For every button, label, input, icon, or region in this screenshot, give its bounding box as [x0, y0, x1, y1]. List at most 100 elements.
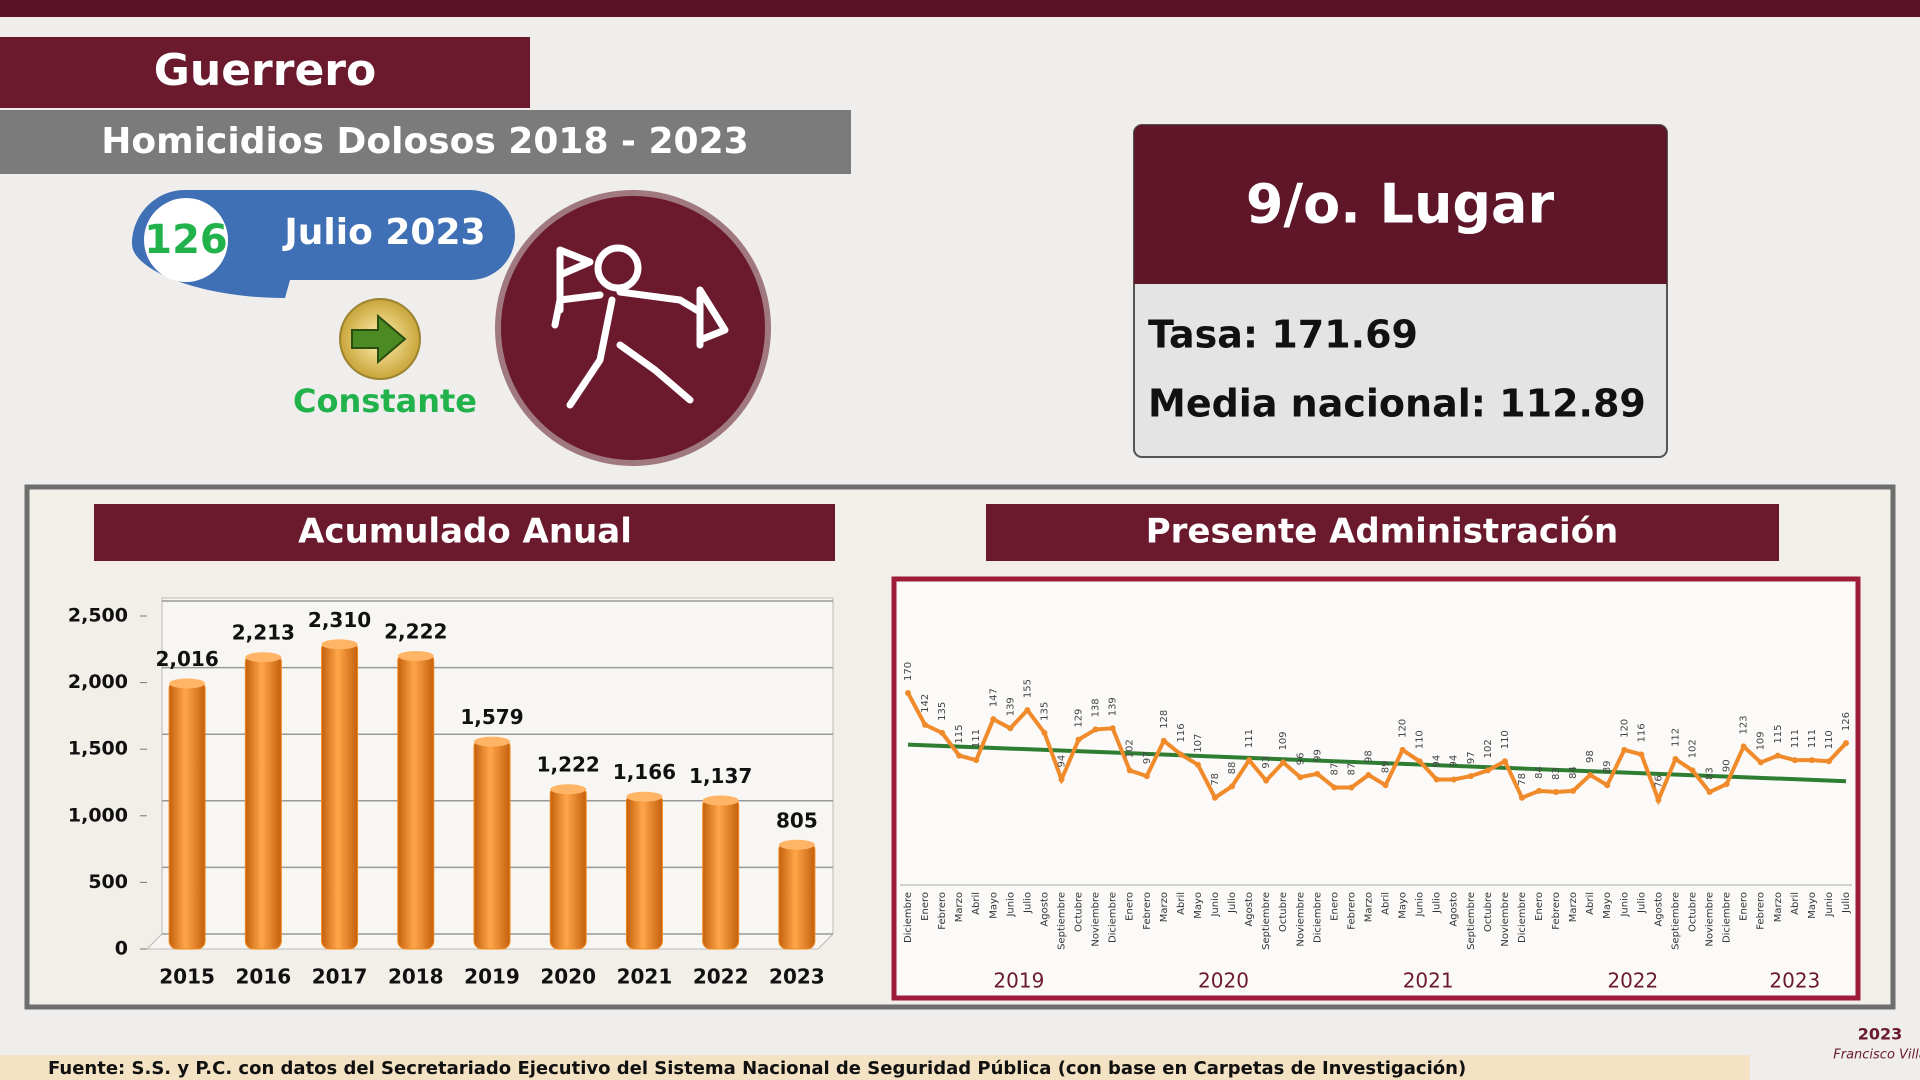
point	[1041, 729, 1048, 736]
value-label: 109	[1756, 731, 1767, 750]
point	[1211, 794, 1218, 801]
point	[1058, 776, 1065, 783]
bar	[702, 797, 740, 950]
logo-name: Francisco Villa	[1833, 1048, 1920, 1063]
crime-icon	[495, 190, 771, 466]
value-label: 1,222	[537, 753, 600, 777]
point	[990, 716, 997, 723]
bar-top	[474, 736, 510, 747]
x-tick-label: Marzo	[954, 892, 965, 922]
x-tick-label: Junio	[1619, 892, 1630, 918]
value-label: 123	[1739, 715, 1750, 734]
x-tick-label: 2017	[312, 965, 368, 989]
point	[1109, 725, 1116, 732]
value-label: 76	[1653, 775, 1664, 788]
x-tick-label: Julio	[1636, 892, 1647, 914]
x-tick-label: 2023	[769, 965, 825, 989]
year-label: 2022	[1607, 969, 1658, 993]
point	[905, 690, 911, 696]
value-label: 96	[1295, 752, 1306, 765]
value-label: 98	[1585, 750, 1596, 763]
x-tick-label: Abril	[1790, 892, 1801, 915]
point	[1740, 743, 1747, 750]
bar-top	[169, 678, 206, 689]
x-tick-label: Julio	[1841, 892, 1852, 914]
value-label: 83	[1705, 767, 1716, 780]
x-tick-label: Mayo	[1807, 892, 1818, 919]
x-tick-label: Febrero	[1346, 892, 1357, 930]
point	[956, 752, 963, 759]
ranking-rate: Tasa: 171.69	[1148, 313, 1418, 357]
value-label: 98	[1363, 750, 1374, 763]
x-tick-label: Diciembre	[1517, 892, 1528, 943]
x-tick-label: Octubre	[1483, 892, 1494, 932]
point	[1587, 771, 1594, 778]
x-tick-label: Agosto	[1244, 892, 1255, 927]
point	[1416, 758, 1423, 765]
point	[1246, 757, 1253, 764]
value-label: 1,137	[689, 764, 752, 788]
x-tick-label: Abril	[971, 892, 982, 915]
y-tick-label: 2,500	[68, 605, 128, 627]
year-label: 2023	[1769, 969, 1820, 993]
y-tick-label: 500	[88, 871, 128, 893]
bar-top	[626, 791, 663, 802]
trend-line	[907, 742, 1847, 784]
x-tick-label: Enero	[920, 892, 931, 921]
point	[1229, 783, 1236, 790]
current-value: 126	[144, 217, 228, 263]
value-label: 78	[1517, 773, 1528, 786]
value-label: 88	[1227, 762, 1238, 775]
value-label: 90	[1722, 759, 1733, 772]
point	[1399, 746, 1406, 753]
bar-top	[321, 639, 358, 650]
value-label: 83	[1551, 767, 1562, 780]
x-tick-label: 2019	[464, 965, 520, 989]
value-label: 155	[1022, 679, 1033, 698]
x-tick-label: 2022	[693, 965, 749, 989]
point	[1672, 756, 1679, 763]
bar	[168, 679, 206, 950]
value-label: 147	[988, 688, 999, 707]
point	[1553, 789, 1560, 796]
x-tick-label: Enero	[1534, 892, 1545, 921]
x-tick-label: Abril	[1176, 892, 1187, 915]
value-label: 97	[1466, 751, 1477, 764]
x-tick-label: Febrero	[1756, 892, 1767, 930]
bar-top	[550, 784, 587, 795]
point	[1450, 776, 1457, 783]
point	[1297, 774, 1304, 781]
trend-arrow	[351, 313, 407, 365]
value-label: 84	[1568, 766, 1579, 779]
point	[1194, 761, 1201, 768]
point	[1382, 782, 1389, 789]
x-tick-label: Marzo	[1159, 892, 1170, 922]
value-label: 111	[1807, 729, 1818, 748]
point	[1075, 736, 1082, 743]
value-label: 1,579	[460, 705, 523, 729]
value-label: 126	[1841, 712, 1852, 731]
point	[1160, 737, 1167, 744]
value-label: 93	[1261, 756, 1272, 769]
value-label: 138	[1091, 698, 1102, 717]
bar	[549, 785, 587, 950]
x-tick-label: Marzo	[1363, 892, 1374, 922]
x-tick-label: Mayo	[1398, 892, 1409, 919]
point	[1484, 767, 1491, 774]
x-tick-label: Septiembre	[1261, 892, 1272, 950]
point	[1126, 767, 1133, 774]
x-tick-label: Junio	[1415, 892, 1426, 918]
bar-top	[245, 652, 282, 663]
value-label: 94	[1432, 755, 1443, 768]
y-tick-label: 1,500	[68, 738, 128, 760]
value-label: 2,310	[308, 608, 371, 632]
bar	[625, 793, 663, 950]
ranking-title: 9/o. Lugar	[1246, 173, 1555, 236]
bar	[397, 652, 435, 950]
data-line	[906, 692, 1848, 806]
state: Guerrero	[154, 45, 376, 96]
point	[1774, 752, 1781, 759]
value-label: 2,213	[232, 621, 295, 645]
trend-label: Constante	[293, 382, 477, 420]
y-tick-label: 0	[115, 938, 128, 960]
